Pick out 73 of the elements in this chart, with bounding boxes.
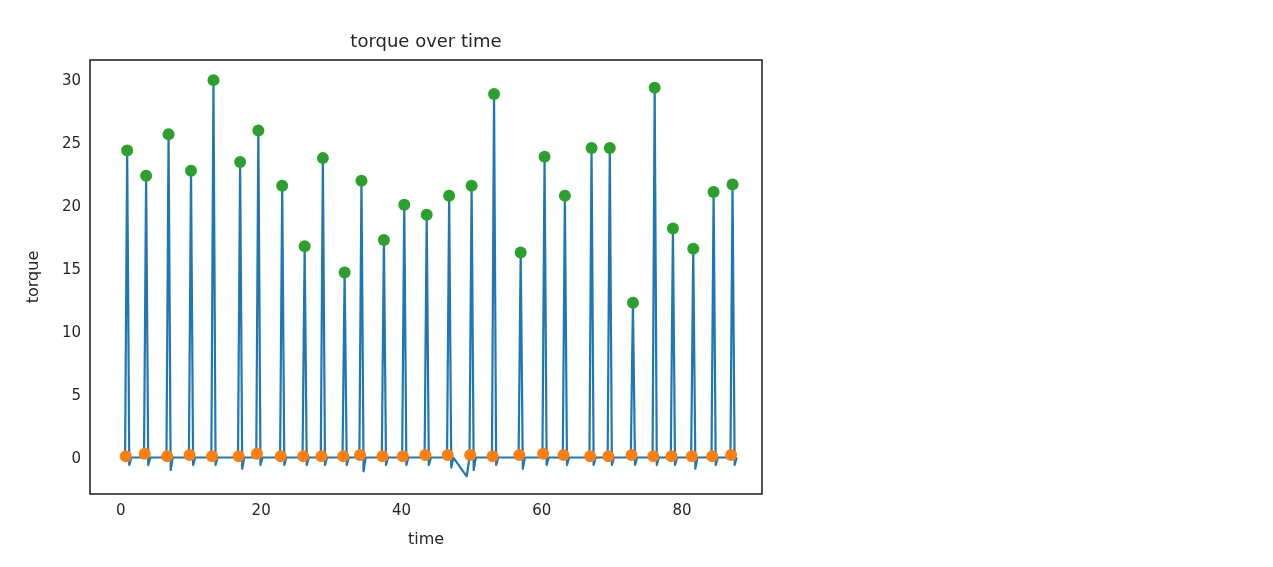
x-tick-label: 0 — [116, 501, 126, 519]
point — [316, 152, 329, 165]
point — [398, 198, 411, 211]
point — [513, 449, 526, 461]
point — [584, 450, 597, 463]
point — [626, 296, 639, 309]
point — [274, 450, 287, 463]
point — [183, 449, 196, 461]
point — [647, 450, 660, 463]
point — [486, 450, 499, 463]
point — [706, 450, 719, 463]
point — [707, 186, 720, 199]
point — [441, 449, 454, 461]
point — [557, 449, 570, 461]
point — [234, 155, 247, 168]
x-tick-label: 20 — [251, 501, 271, 519]
x-tick-label: 40 — [391, 501, 411, 519]
y-axis-title: torque — [23, 250, 42, 304]
point — [376, 450, 389, 463]
point — [665, 450, 678, 463]
point — [685, 450, 698, 463]
point — [420, 208, 433, 221]
point — [603, 142, 616, 155]
point — [252, 124, 265, 137]
point — [419, 449, 432, 461]
point — [558, 189, 571, 202]
point — [232, 450, 245, 463]
y-tick-label: 0 — [71, 448, 81, 467]
y-tick-label: 20 — [61, 197, 81, 216]
point — [338, 266, 351, 279]
point — [514, 246, 527, 259]
point — [602, 450, 615, 463]
point — [585, 142, 598, 155]
x-tick-label: 80 — [672, 501, 692, 519]
point — [337, 450, 350, 463]
point — [537, 447, 550, 460]
point — [625, 449, 638, 461]
y-tick-label: 5 — [71, 385, 81, 404]
point — [138, 447, 151, 460]
point — [161, 450, 174, 463]
point — [538, 150, 551, 163]
point — [488, 87, 501, 100]
point — [396, 450, 409, 463]
point — [726, 178, 739, 191]
y-tick-label: 15 — [61, 260, 81, 279]
x-axis-title: time — [407, 529, 445, 548]
point — [250, 447, 263, 460]
point — [207, 74, 220, 87]
point — [206, 450, 219, 463]
point — [276, 179, 289, 192]
y-tick-label: 25 — [61, 134, 81, 153]
point — [443, 189, 456, 202]
point — [162, 128, 175, 141]
point — [725, 449, 738, 461]
point — [140, 169, 153, 182]
point — [185, 164, 198, 177]
point — [119, 450, 132, 463]
point — [465, 179, 478, 192]
chart-title: torque over time — [350, 30, 502, 51]
point — [648, 81, 661, 94]
point — [315, 450, 328, 463]
y-tick-label: 30 — [61, 71, 81, 90]
point — [666, 222, 679, 235]
point — [355, 174, 368, 187]
point — [377, 233, 390, 246]
point — [297, 450, 310, 463]
y-tick-label: 10 — [61, 322, 81, 341]
point — [354, 449, 367, 461]
point — [687, 242, 700, 255]
point — [298, 240, 311, 253]
x-tick-label: 60 — [532, 501, 552, 519]
point — [121, 144, 134, 157]
point — [464, 449, 477, 461]
